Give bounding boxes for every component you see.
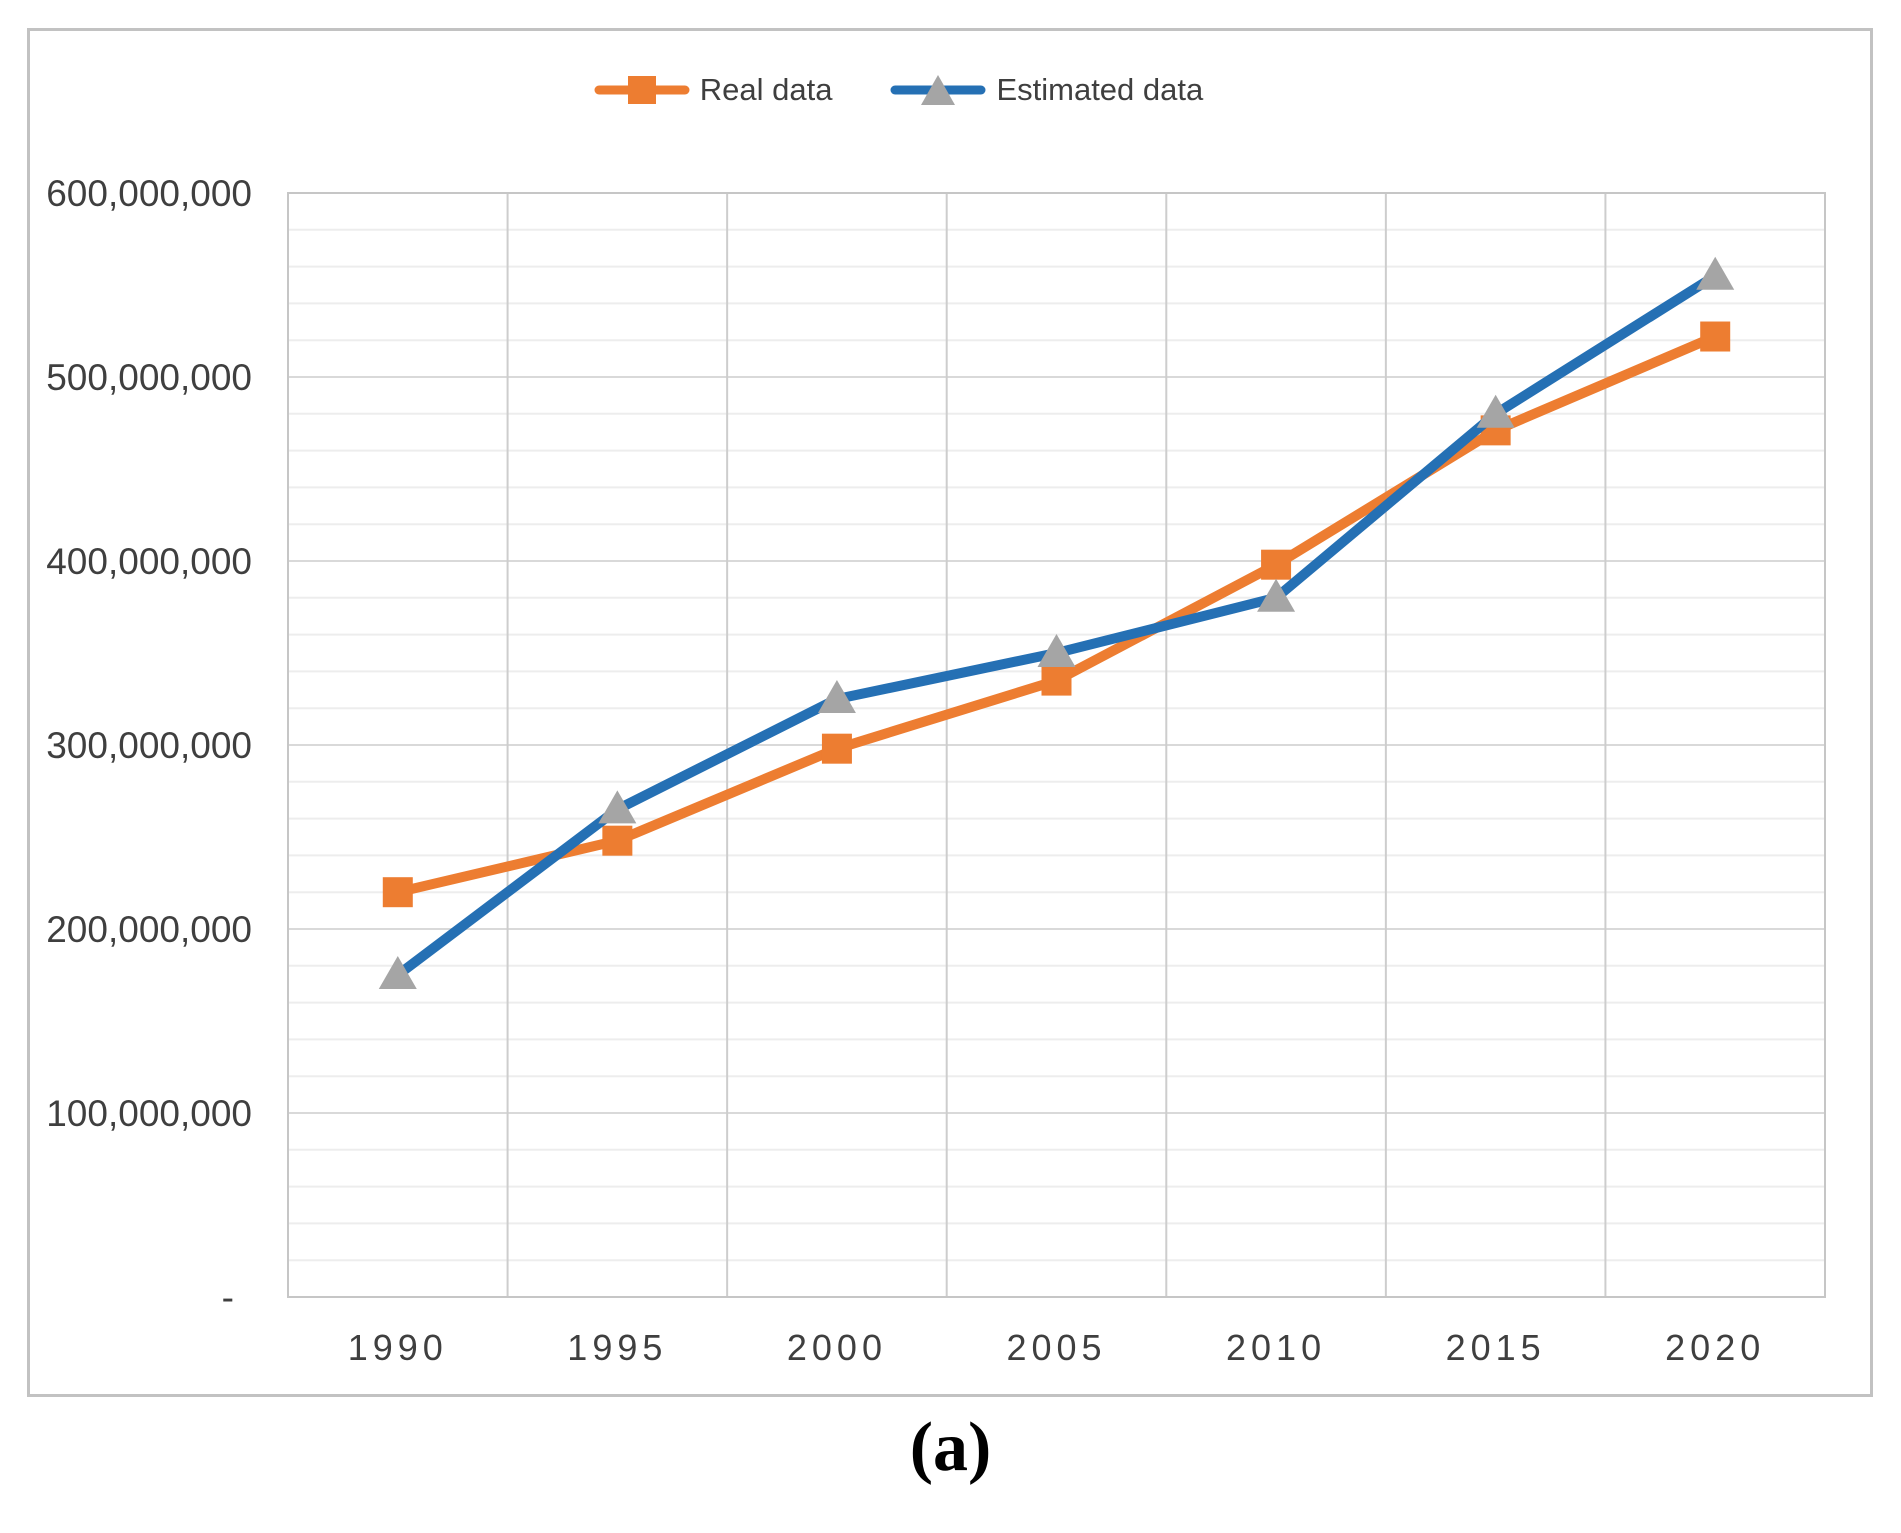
y-axis-tick-label: 200,000,000 (46, 909, 252, 950)
x-axis-tick-label: 1990 (348, 1327, 448, 1368)
triangle-marker (378, 956, 417, 989)
y-axis-tick-label: 600,000,000 (46, 173, 252, 214)
y-axis-tick-label: 500,000,000 (46, 357, 252, 398)
y-axis-tick-label: 300,000,000 (46, 725, 252, 766)
estimated-data-swatch (890, 75, 986, 105)
series-line-estimated-data (394, 271, 1718, 979)
series-real-data (382, 321, 1731, 908)
gridlines (287, 192, 1826, 1298)
y-axis-tick-label: 400,000,000 (46, 541, 252, 582)
x-axis-tick-label: 2005 (1006, 1327, 1106, 1368)
legend-item-real-data: Real data (594, 70, 833, 110)
y-axis-tick-label: 100,000,000 (46, 1093, 252, 1134)
triangle-marker (1476, 394, 1515, 428)
square-marker-icon (627, 76, 656, 104)
square-marker (1700, 321, 1731, 352)
x-axis-tick-label: 2015 (1446, 1327, 1546, 1368)
square-marker (602, 825, 633, 856)
square-marker (382, 877, 413, 908)
triangle-marker (1037, 634, 1076, 667)
legend-item-estimated-data: Estimated data (890, 70, 1203, 110)
x-axis-tick-label: 2010 (1226, 1327, 1326, 1368)
triangle-marker (1696, 256, 1735, 290)
x-axis: 1990 1995 2000 2005 2010 2015 2020 (348, 1327, 1765, 1368)
triangle-marker (1257, 578, 1296, 612)
legend-label-real-data: Real data (699, 72, 833, 107)
plot-border (287, 192, 1826, 1298)
square-marker (1041, 665, 1072, 696)
square-marker (1261, 549, 1292, 580)
x-axis-tick-label: 2020 (1665, 1327, 1765, 1368)
y-axis-tick-label: - (222, 1277, 234, 1318)
legend: Real data Estimated data (0, 62, 1849, 118)
x-axis-tick-label: 2000 (787, 1327, 887, 1368)
figure-caption: (a) (909, 1409, 992, 1486)
triangle-marker (598, 790, 637, 824)
real-data-swatch (594, 76, 690, 104)
legend-label-estimated-data: Estimated data (996, 72, 1204, 107)
series-line-real-data (396, 331, 1718, 898)
triangle-marker-icon (921, 75, 956, 105)
series-estimated-data (378, 256, 1735, 989)
x-axis-tick-label: 1995 (567, 1327, 667, 1368)
square-marker (821, 733, 852, 764)
y-axis: - 100,000,000 200,000,000 300,000,000 400,00… (46, 173, 252, 1318)
triangle-marker (817, 680, 856, 713)
